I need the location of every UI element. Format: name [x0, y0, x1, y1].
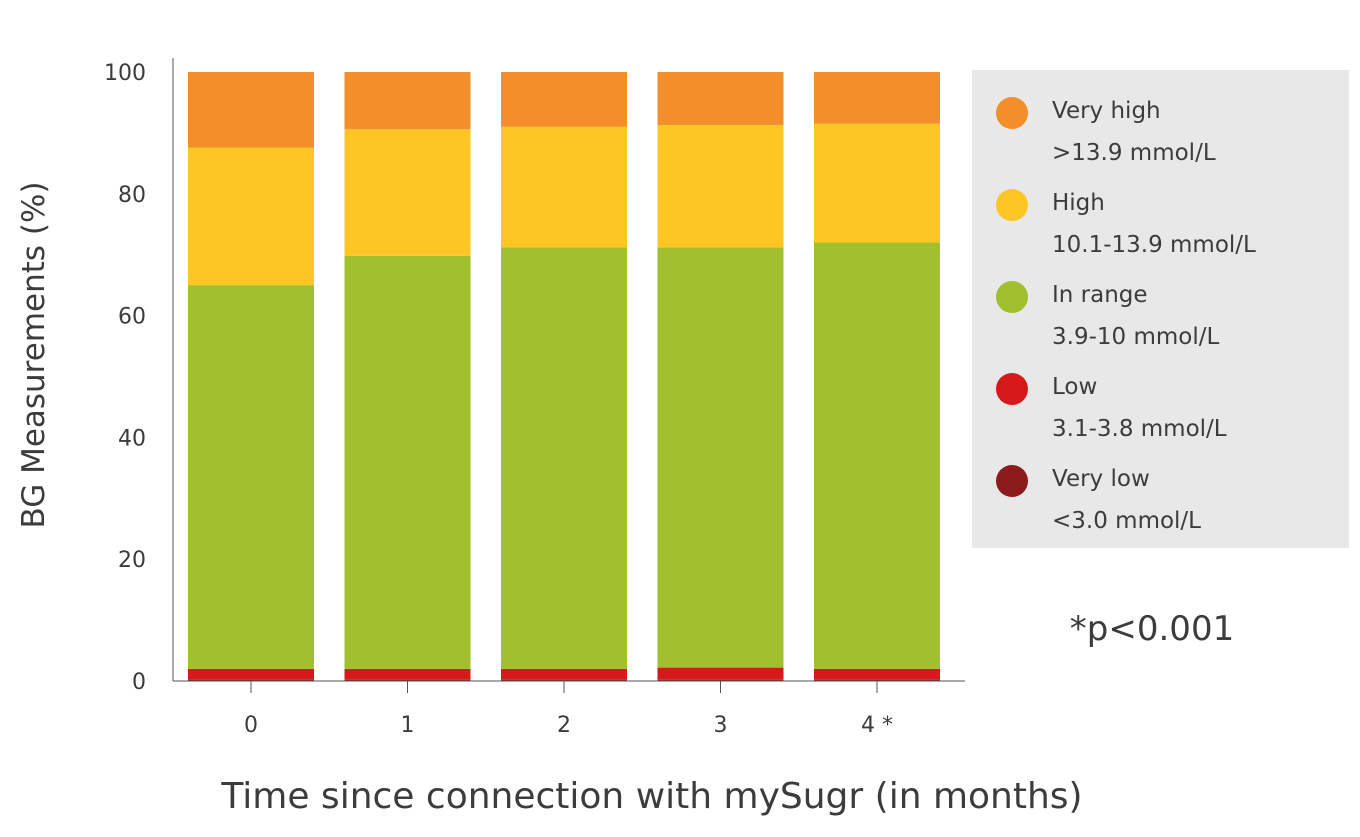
bar-low-2	[501, 668, 627, 680]
bar-high-0	[188, 147, 314, 286]
bar-high-2	[501, 126, 627, 248]
legend-label-high: High	[1052, 190, 1105, 216]
y-tick-label-2: 40	[118, 426, 146, 451]
legend-label-low: Low	[1052, 374, 1097, 400]
bars-layer	[188, 72, 940, 681]
bar-in_range-0	[188, 285, 314, 669]
bar-very_low-1	[344, 679, 471, 681]
bar-high-4	[814, 123, 940, 243]
bar-low-0	[188, 668, 314, 680]
x-tick-label-4: 4 *	[861, 713, 893, 738]
legend-range-very_high: >13.9 mmol/L	[1052, 140, 1216, 166]
legend: Very high >13.9 mmol/L High 10.1-13.9 mmol/…	[996, 97, 1256, 534]
legend-range-low: 3.1-3.8 mmol/L	[1052, 416, 1227, 442]
bar-low-3	[657, 667, 784, 680]
bar-high-1	[344, 129, 471, 256]
y-tick-label-5: 100	[104, 61, 146, 86]
x-axis-label: Time since connection with mySugr (in mo…	[220, 776, 1082, 817]
y-tick-label-4: 80	[118, 183, 146, 208]
bar-very_low-3	[657, 679, 784, 681]
bar-very_high-4	[814, 72, 940, 124]
y-axis-label: BG Measurements (%)	[16, 181, 52, 528]
bar-in_range-2	[501, 247, 627, 669]
x-tick-label-2: 2	[557, 713, 571, 738]
legend-label-in_range: In range	[1052, 282, 1148, 308]
bar-very_low-2	[501, 679, 627, 681]
bar-in_range-3	[657, 247, 784, 668]
bar-very_low-0	[188, 679, 314, 681]
x-ticks: 0 1 2 3 4 *	[244, 681, 893, 738]
y-ticks: 0 20 40 60 80 100	[104, 61, 146, 695]
bar-low-1	[344, 668, 471, 680]
legend-swatch-very_high	[996, 97, 1028, 129]
legend-swatch-very_low	[996, 465, 1028, 497]
bar-low-4	[814, 668, 940, 680]
legend-swatch-low	[996, 373, 1028, 405]
legend-label-very_low: Very low	[1052, 466, 1150, 492]
legend-swatch-high	[996, 189, 1028, 221]
y-tick-label-3: 60	[118, 305, 146, 330]
legend-swatch-in_range	[996, 281, 1028, 313]
bar-very_high-3	[657, 72, 784, 125]
bar-in_range-1	[344, 255, 471, 669]
y-tick-label-1: 20	[118, 548, 146, 573]
bar-high-3	[657, 124, 784, 248]
legend-range-very_low: <3.0 mmol/L	[1052, 508, 1201, 534]
bar-very_low-4	[814, 679, 940, 681]
bar-very_high-2	[501, 72, 627, 127]
bar-very_high-1	[344, 72, 471, 130]
x-tick-label-1: 1	[401, 713, 415, 738]
legend-range-in_range: 3.9-10 mmol/L	[1052, 324, 1219, 350]
x-tick-label-3: 3	[714, 713, 728, 738]
bar-very_high-0	[188, 72, 314, 148]
y-tick-label-0: 0	[132, 670, 146, 695]
legend-label-very_high: Very high	[1052, 98, 1161, 124]
x-tick-label-0: 0	[244, 713, 258, 738]
legend-box	[972, 70, 1349, 548]
significance-annotation: *p<0.001	[1070, 609, 1234, 649]
legend-range-high: 10.1-13.9 mmol/L	[1052, 232, 1256, 258]
bar-in_range-4	[814, 242, 940, 669]
